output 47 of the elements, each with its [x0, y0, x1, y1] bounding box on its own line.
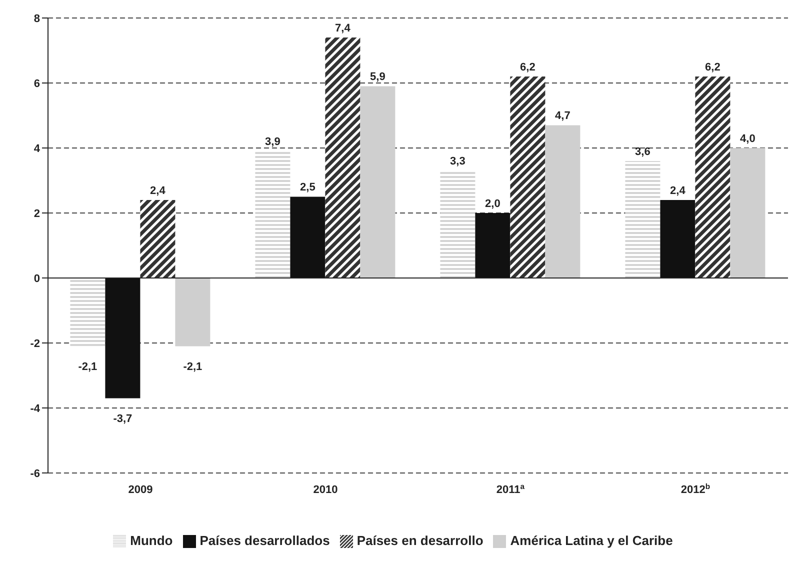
bar: [290, 196, 326, 278]
bar: [730, 148, 766, 278]
bar: [325, 37, 360, 278]
y-tick-label: -6: [30, 468, 40, 480]
x-tick-label: 2011$^{a}$: [496, 481, 526, 496]
bar: [175, 278, 210, 346]
legend-label: América Latina y el Caribe: [510, 532, 673, 548]
x-tick-label: 2012$^{b}$: [680, 481, 710, 496]
data-label: 4,0: [740, 132, 756, 145]
y-tick-label: 4: [34, 142, 41, 155]
bar: [475, 212, 510, 278]
bar: [360, 86, 396, 278]
bar: [545, 125, 580, 278]
y-tick-label: -2: [30, 338, 40, 350]
data-label: -2,1: [183, 361, 202, 374]
data-label: -2,1: [78, 361, 98, 374]
y-tick-label: 2: [34, 208, 40, 220]
x-tick-label: 2009: [128, 484, 153, 496]
data-label: 4,7: [555, 110, 570, 122]
data-label: 6,2: [520, 61, 536, 74]
data-label: 2,5: [300, 182, 316, 194]
data-label: -3,7: [113, 413, 132, 426]
bar: [255, 151, 290, 278]
y-tick-label: 0: [34, 272, 40, 285]
bar: [660, 200, 696, 278]
data-label: 3,9: [265, 136, 280, 148]
data-label: 7,4: [335, 22, 352, 34]
bar: [140, 200, 176, 278]
data-label: 3,6: [635, 146, 650, 158]
bar: [105, 278, 140, 398]
data-label: 2,4: [670, 184, 686, 197]
bar: [695, 76, 730, 278]
data-label: 2,0: [485, 198, 500, 210]
legend-label: Países desarrollados: [200, 532, 330, 548]
data-label: 5,9: [370, 71, 386, 84]
bar: [510, 76, 546, 278]
x-tick-label: 2010: [313, 484, 338, 496]
bar: [625, 160, 660, 278]
data-label: 2,4: [150, 184, 166, 197]
data-label: 6,2: [705, 61, 720, 74]
bar: [440, 170, 476, 278]
y-tick-label: 8: [34, 12, 40, 25]
legend-label: Países en desarrollo: [356, 532, 484, 548]
data-label: 3,3: [450, 156, 466, 168]
legend-label: Mundo: [130, 532, 173, 548]
y-tick-label: 6: [34, 78, 40, 90]
y-tick-label: -4: [30, 402, 41, 415]
